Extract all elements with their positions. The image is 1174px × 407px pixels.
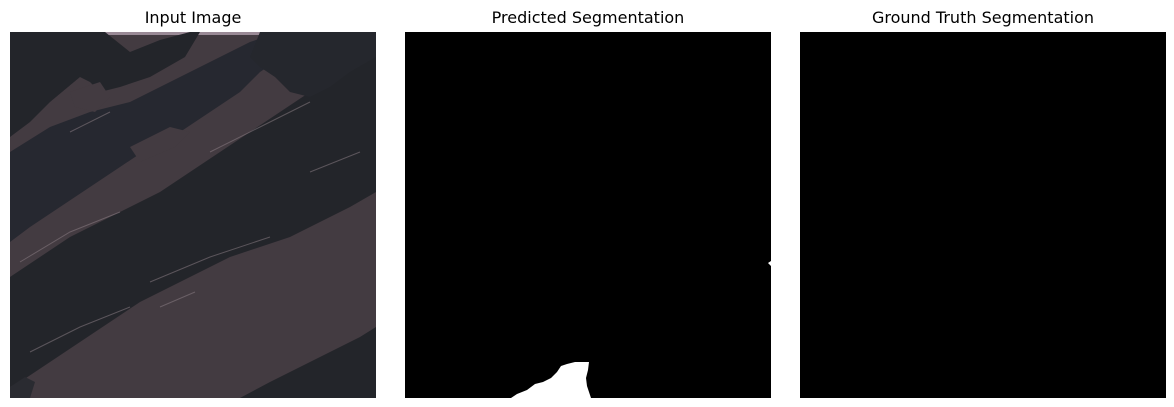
tissue-right-lobe [250, 32, 376, 97]
tissue-highlights [19, 101, 361, 353]
input-image-panel: Input Image [10, 0, 376, 407]
tissue-lower-left-patch [10, 377, 35, 398]
predicted-mask-background [405, 32, 771, 398]
tissue-lower-right [240, 327, 376, 398]
input-image-title: Input Image [144, 8, 242, 27]
lumen-top-left [70, 82, 110, 112]
predicted-segmentation-title: Predicted Segmentation [491, 8, 685, 27]
predicted-segmentation-mask [405, 32, 771, 398]
ground-truth-segmentation-panel: Ground Truth Segmentation [800, 0, 1166, 407]
ground-truth-segmentation-title: Ground Truth Segmentation [871, 8, 1095, 27]
input-image [10, 32, 376, 398]
ground-truth-segmentation-mask [800, 32, 1166, 398]
tissue-main-band [10, 52, 376, 387]
tissue-upper-left [10, 32, 200, 137]
ground-truth-mask-background [800, 32, 1166, 398]
predicted-edge-speck [768, 261, 771, 266]
predicted-segmentation-panel: Predicted Segmentation [405, 0, 771, 407]
lumen-mid [130, 127, 190, 162]
predicted-foreground-region [511, 362, 591, 398]
